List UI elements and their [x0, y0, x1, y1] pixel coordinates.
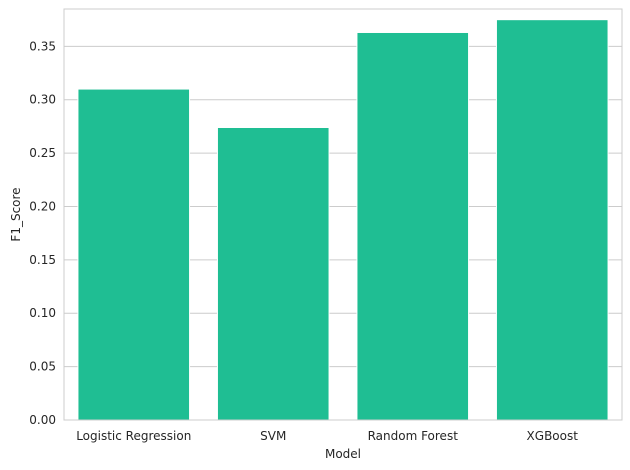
y-tick-label: 0.10: [29, 306, 56, 320]
bar-logistic-regression: [77, 88, 191, 421]
bar-random-forest: [356, 31, 470, 421]
y-tick-label: 0.05: [29, 360, 56, 374]
y-tick-label: 0.30: [29, 93, 56, 107]
bars: [77, 19, 609, 421]
x-axis-label: Model: [325, 447, 361, 461]
y-tick-label: 0.25: [29, 146, 56, 160]
x-tick-label: Random Forest: [368, 429, 459, 443]
bar-xgboost: [495, 19, 609, 421]
y-tick-label: 0.00: [29, 413, 56, 427]
x-tick-labels: Logistic Regression SVM Random Forest XGBoo…: [76, 429, 578, 443]
y-tick-label: 0.35: [29, 39, 56, 53]
x-tick-label: XGBoost: [527, 429, 579, 443]
bar-svm: [216, 126, 330, 421]
y-tick-label: 0.15: [29, 253, 56, 267]
y-tick-labels: 0.00 0.05 0.10 0.15 0.20 0.25 0.30 0.35: [29, 39, 56, 427]
y-tick-label: 0.20: [29, 199, 56, 213]
plot-frame: [63, 8, 623, 421]
y-axis-label: F1_Score: [9, 187, 23, 241]
x-tick-label: SVM: [260, 429, 286, 443]
x-tick-label: Logistic Regression: [76, 429, 191, 443]
